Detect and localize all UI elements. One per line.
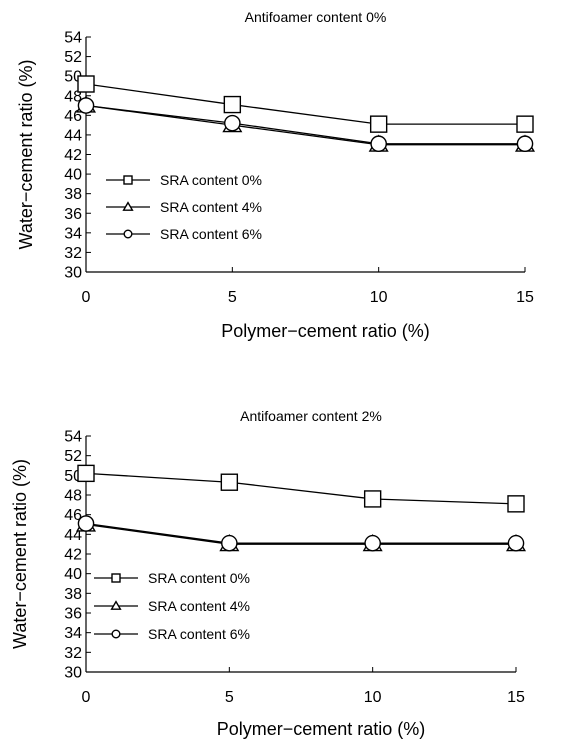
y-tick-label: 44 (64, 127, 82, 144)
data-point-square (363, 490, 382, 508)
y-tick-label: 52 (64, 49, 82, 66)
data-point-square (507, 495, 525, 513)
y-tick-label: 54 (64, 30, 82, 47)
y-axis-label: Water−cement ratio (%) (16, 60, 36, 250)
y-tick-label: 30 (64, 665, 82, 682)
legend-label: SRA content 0% (148, 570, 250, 586)
data-point-circle (77, 97, 95, 114)
y-tick-label: 30 (64, 265, 82, 282)
y-tick-label: 36 (64, 206, 82, 223)
data-point-square (223, 95, 242, 114)
data-point-circle (516, 135, 534, 153)
y-tick-label: 38 (64, 186, 82, 203)
x-axis-label: Polymer−cement ratio (%) (221, 321, 430, 341)
data-point-circle (507, 534, 525, 552)
data-point-square (516, 115, 534, 133)
x-tick-label: 5 (228, 289, 237, 306)
legend-marker-triangle (110, 600, 122, 610)
y-tick-label: 40 (64, 566, 82, 583)
legend-marker-circle (111, 629, 121, 639)
y-axis-label: Water−cement ratio (%) (10, 459, 30, 649)
series-line-triangle (85, 523, 516, 545)
chart-title: Antifoamer content 2% (240, 408, 382, 424)
x-tick-label: 0 (82, 289, 91, 306)
y-tick-label: 34 (64, 225, 82, 242)
chart-title: Antifoamer content 0% (245, 9, 387, 25)
series-line-square (85, 472, 517, 505)
legend-marker-circle (123, 229, 133, 239)
y-tick-label: 34 (64, 625, 82, 642)
y-tick-label: 40 (64, 167, 82, 184)
legend-marker-triangle (122, 201, 134, 211)
legend-label: SRA content 0% (160, 172, 262, 188)
y-tick-label: 52 (64, 448, 82, 465)
x-tick-label: 5 (225, 689, 234, 706)
y-tick-label: 32 (64, 645, 82, 662)
data-point-circle (221, 534, 238, 552)
y-tick-label: 32 (64, 245, 82, 262)
data-point-square (220, 473, 239, 491)
data-point-square (369, 115, 388, 133)
x-tick-label: 10 (370, 289, 388, 306)
series-line-triangle (85, 104, 525, 146)
y-tick-label: 48 (64, 488, 82, 505)
data-point-circle (77, 515, 95, 532)
series-line-circle (85, 522, 516, 544)
chart-panel-top: Antifoamer content 0%3032343638404244464… (16, 9, 536, 341)
series-line-square (85, 83, 525, 125)
y-tick-label: 36 (64, 606, 82, 623)
legend-marker-square (111, 573, 121, 583)
data-point-square (77, 75, 95, 93)
legend-label: SRA content 6% (160, 226, 262, 242)
x-tick-label: 0 (82, 689, 91, 706)
legend-label: SRA content 6% (148, 626, 250, 642)
data-point-square (77, 464, 95, 483)
y-tick-label: 46 (64, 507, 82, 524)
data-point-circle (364, 534, 381, 552)
x-axis-label: Polymer−cement ratio (%) (217, 719, 426, 739)
x-tick-label: 15 (516, 289, 534, 306)
data-point-circle (224, 114, 241, 132)
legend-label: SRA content 4% (160, 199, 262, 215)
y-tick-label: 38 (64, 586, 82, 603)
data-point-circle (370, 135, 387, 153)
y-tick-label: 42 (64, 147, 82, 164)
x-tick-label: 10 (364, 689, 382, 706)
legend-marker-square (123, 175, 133, 185)
legend-label: SRA content 4% (148, 598, 250, 614)
x-tick-label: 15 (507, 689, 525, 706)
chart-panel-bottom: Antifoamer content 2%3032343638404244464… (10, 408, 527, 739)
y-tick-label: 42 (64, 547, 82, 564)
y-tick-label: 54 (64, 429, 82, 446)
series-line-circle (85, 104, 525, 145)
